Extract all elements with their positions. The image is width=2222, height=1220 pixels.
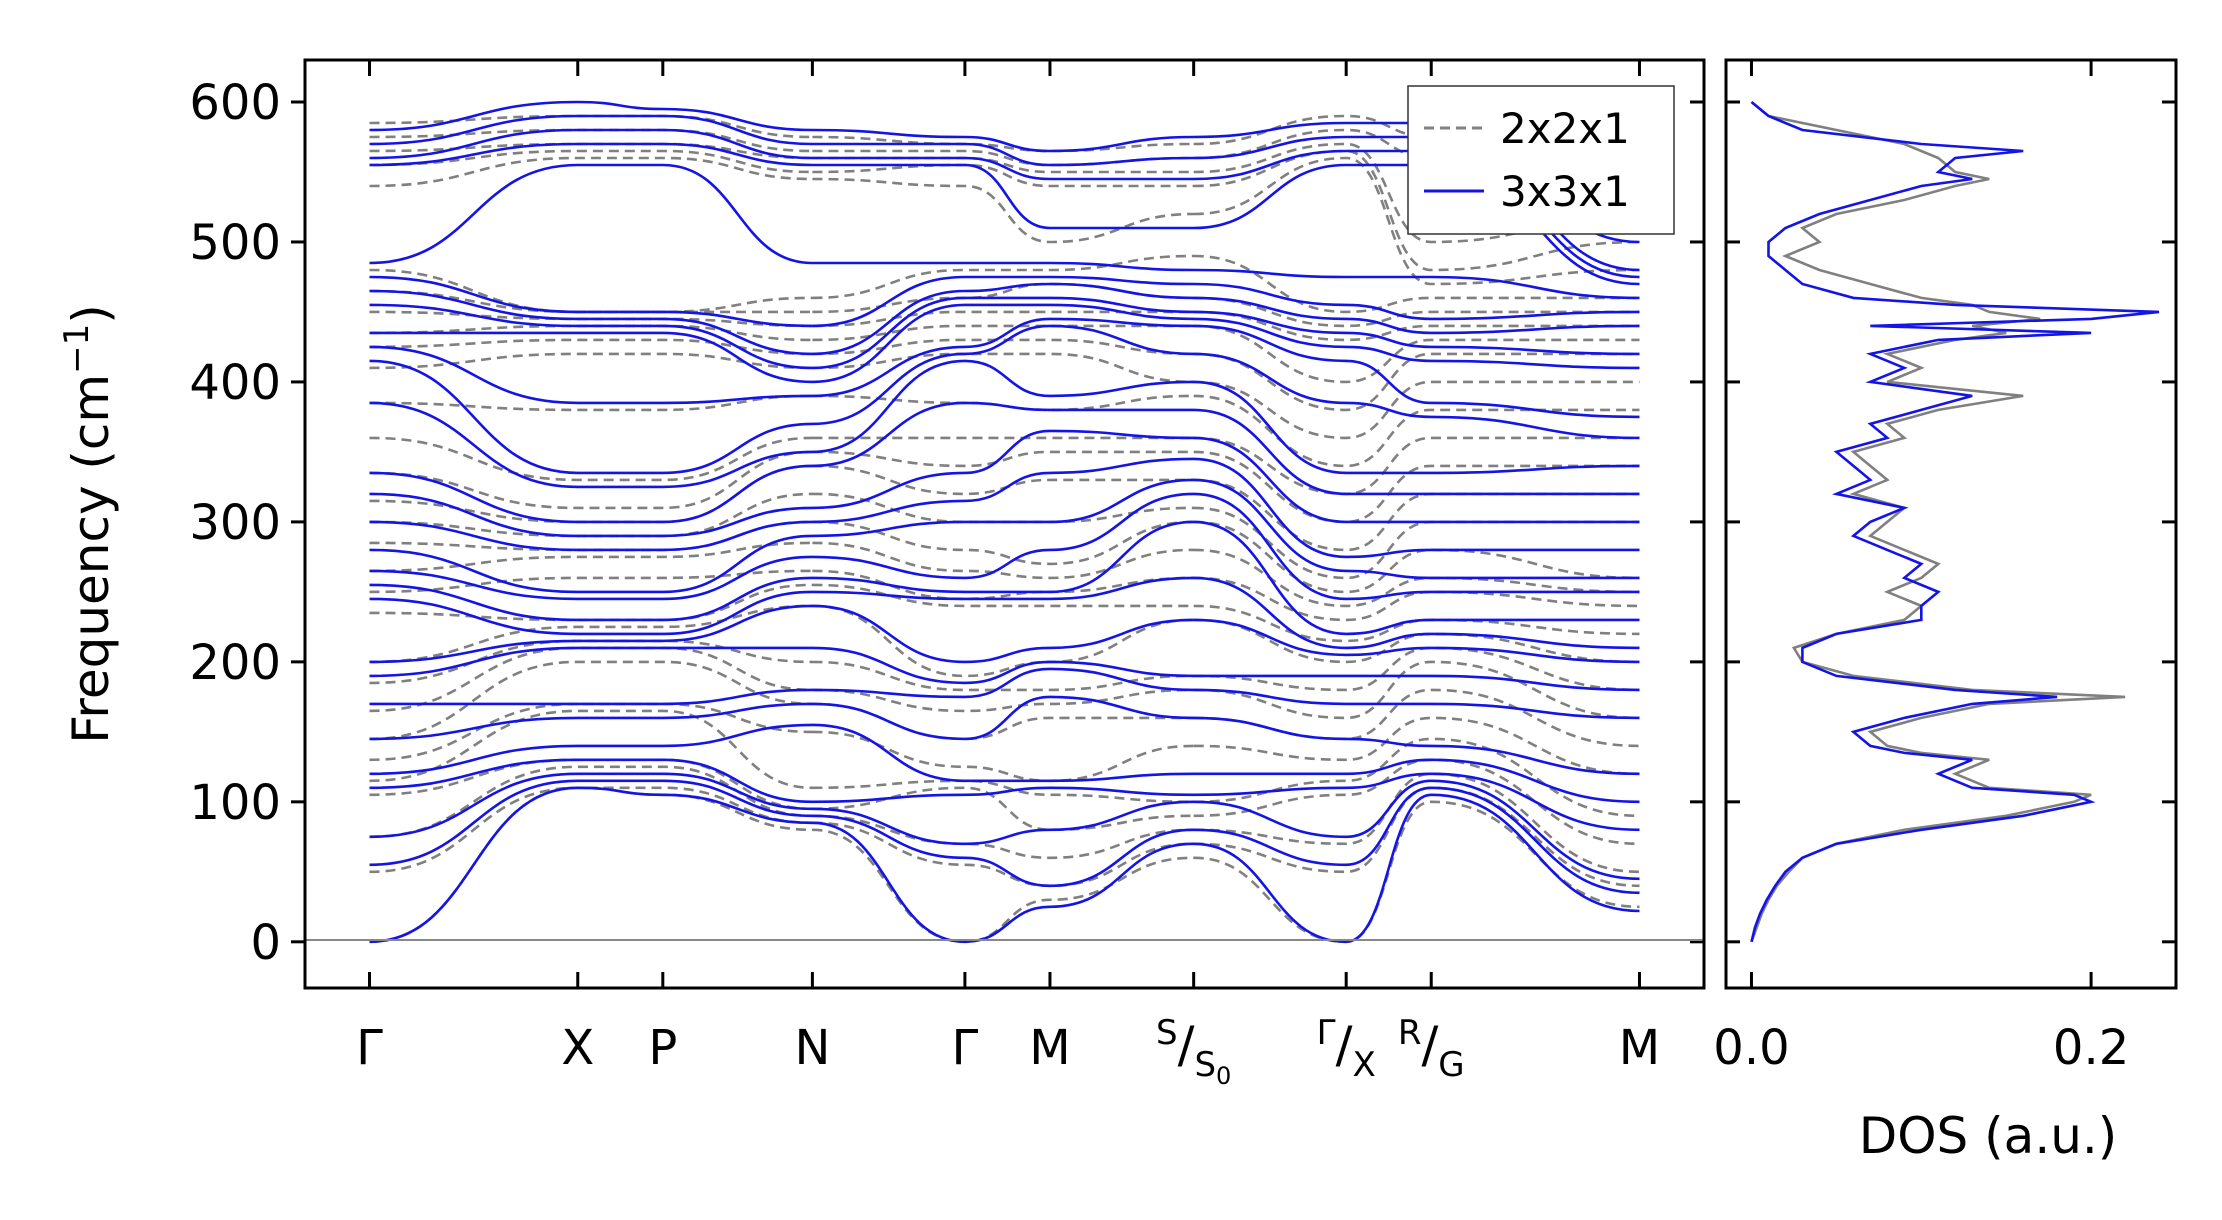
band-2x2x1-4 [369, 709, 1640, 818]
band-3x3x1-8 [369, 604, 1640, 664]
band-2x2x1-0 [369, 786, 1640, 944]
band-3x3x1-0 [369, 786, 1640, 944]
y-tick-label-300: 300 [189, 495, 281, 551]
dos-curve-2x2x1 [1750, 100, 2126, 943]
y-axis-title-sup: −1 [57, 324, 97, 374]
band-lines [369, 100, 1640, 944]
y-tick-label-0: 0 [250, 915, 281, 971]
band-k-ticks: Γ X P N Γ M S/S0Γ/XR/G M [356, 60, 1660, 1090]
dos-x-tick-label-1: 0.2 [2053, 1020, 2129, 1076]
y-tick-label-600: 600 [189, 75, 281, 131]
k-label-3: N [794, 1020, 830, 1076]
dos-lines [1750, 100, 2160, 943]
y-tick-label-400: 400 [189, 355, 281, 411]
band-3x3x1-25 [369, 128, 1640, 279]
dos-curve-3x3x1 [1750, 100, 2160, 943]
legend-frame [1407, 85, 1675, 235]
band-2x2x1-12 [369, 541, 1640, 608]
legend-label-3x3x1: 3x3x1 [1500, 167, 1630, 216]
legend: 2x2x1 3x3x1 [1407, 85, 1675, 235]
band-3x3x1-24 [369, 142, 1640, 286]
k-label-5: M [1029, 1020, 1070, 1076]
band-3x3x1-9 [369, 576, 1640, 650]
k-label-4: Γ [952, 1020, 979, 1076]
band-y-ticks: 0 100 200 300 400 500 600 [189, 75, 1704, 971]
band-3x3x1-6 [369, 667, 1640, 720]
dos-x-axis-label: DOS (a.u.) [1859, 1107, 2118, 1165]
k-label-7: Γ/X [1317, 1013, 1376, 1085]
band-3x3x1-16 [369, 359, 1640, 489]
band-2x2x1-5 [369, 702, 1640, 783]
band-3x3x1-23 [369, 163, 1640, 300]
k-label-9: M [1619, 1020, 1660, 1076]
band-2x2x1-26 [369, 149, 1640, 272]
k-label-8: R/G [1398, 1013, 1465, 1085]
band-2x2x1-7 [369, 646, 1640, 720]
band-3x3x1-18 [369, 317, 1640, 419]
y-axis-title-main: Frequency (cm [62, 374, 120, 744]
y-tick-label-500: 500 [189, 215, 281, 271]
band-3x3x1-3 [369, 758, 1640, 832]
band-axes-frame [303, 58, 1706, 990]
dos-y-ticks [1726, 100, 2176, 944]
band-3x3x1-5 [369, 695, 1640, 776]
y-tick-label-100: 100 [189, 775, 281, 831]
band-3x3x1-14 [369, 429, 1640, 538]
k-label-0: Γ [356, 1020, 383, 1076]
band-3x3x1-21 [369, 282, 1640, 356]
band-2x2x1-8 [369, 639, 1640, 692]
band-3x3x1-20 [369, 296, 1640, 370]
dos-x-tick-label-0: 0.0 [1713, 1020, 1789, 1076]
y-axis-title: Frequency (cm−1) [57, 304, 120, 744]
dos-panel: 0.0 0.2 DOS (a.u.) [1713, 58, 2178, 1165]
band-3x3x1-1 [369, 779, 1640, 895]
k-label-1: X [561, 1020, 594, 1076]
legend-label-2x2x1: 2x2x1 [1500, 104, 1630, 153]
band-3x3x1-7 [369, 646, 1640, 692]
k-label-2: P [648, 1020, 677, 1076]
band-3x3x1-4 [369, 723, 1640, 804]
band-3x3x1-10 [369, 520, 1640, 636]
band-2x2x1-25 [369, 156, 1640, 286]
band-3x3x1-17 [369, 324, 1640, 475]
dos-x-ticks: 0.0 0.2 [1713, 60, 2129, 1076]
y-axis-label: Frequency (cm−1) [57, 304, 120, 744]
band-2x2x1-19 [369, 352, 1640, 440]
band-3x3x1-15 [369, 401, 1640, 524]
band-3x3x1-19 [369, 303, 1640, 384]
band-3x3x1-11 [369, 492, 1640, 601]
y-tick-label-200: 200 [189, 635, 281, 691]
band-3x3x1-2 [369, 772, 1640, 881]
band-2x2x1-13 [369, 520, 1640, 594]
dos-axes-frame [1724, 58, 2178, 990]
band-3x3x1-12 [369, 478, 1640, 594]
band-2x2x1-9 [369, 604, 1640, 678]
y-axis-title-close: ) [62, 304, 120, 324]
band-3x3x1-22 [369, 275, 1640, 328]
k-label-6: S/S0 [1156, 1013, 1231, 1090]
band-3x3x1-13 [369, 457, 1640, 559]
